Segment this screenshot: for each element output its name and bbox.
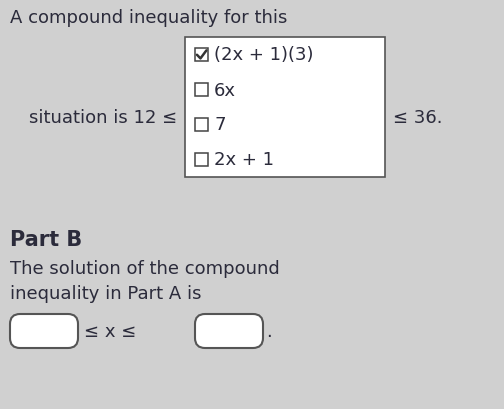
Text: .: . xyxy=(266,322,272,340)
Text: A compound inequality for this: A compound inequality for this xyxy=(10,9,287,27)
Bar xyxy=(195,119,208,132)
Text: Part B: Part B xyxy=(10,229,82,249)
Bar xyxy=(195,154,208,166)
Text: ≤ x ≤: ≤ x ≤ xyxy=(84,322,137,340)
Text: 7: 7 xyxy=(214,116,225,134)
Text: The solution of the compound: The solution of the compound xyxy=(10,259,280,277)
Text: situation is 12 ≤: situation is 12 ≤ xyxy=(29,109,177,127)
Bar xyxy=(195,49,208,62)
Bar xyxy=(195,84,208,97)
FancyBboxPatch shape xyxy=(195,314,263,348)
Text: (2x + 1)(3): (2x + 1)(3) xyxy=(214,46,313,64)
Bar xyxy=(185,38,385,178)
Text: inequality in Part A is: inequality in Part A is xyxy=(10,284,202,302)
Text: ≤ 36.: ≤ 36. xyxy=(393,109,443,127)
Text: 6x: 6x xyxy=(214,81,236,99)
Text: 2x + 1: 2x + 1 xyxy=(214,151,274,169)
FancyBboxPatch shape xyxy=(10,314,78,348)
